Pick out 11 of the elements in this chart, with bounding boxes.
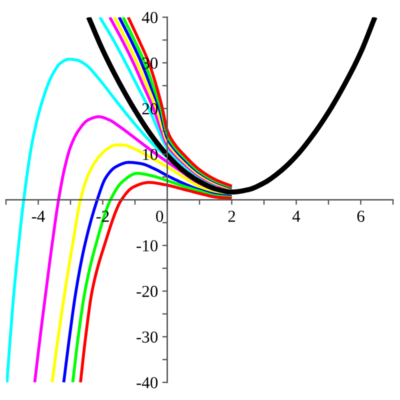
y-tick-label: -40 bbox=[136, 377, 158, 388]
x-tick-label: 6 bbox=[357, 210, 364, 222]
x-tick-label: 0 bbox=[156, 210, 164, 222]
y-tick-label: -30 bbox=[136, 331, 158, 343]
x-tick-label: -4 bbox=[32, 210, 45, 222]
x-tick-label: 2 bbox=[228, 210, 235, 222]
x-tick-label: 4 bbox=[292, 210, 300, 222]
y-tick-label: -20 bbox=[136, 286, 158, 298]
y-tick-label: 40 bbox=[142, 12, 158, 24]
y-tick-label: 20 bbox=[142, 103, 158, 114]
y-tick-label: -10 bbox=[136, 240, 158, 252]
